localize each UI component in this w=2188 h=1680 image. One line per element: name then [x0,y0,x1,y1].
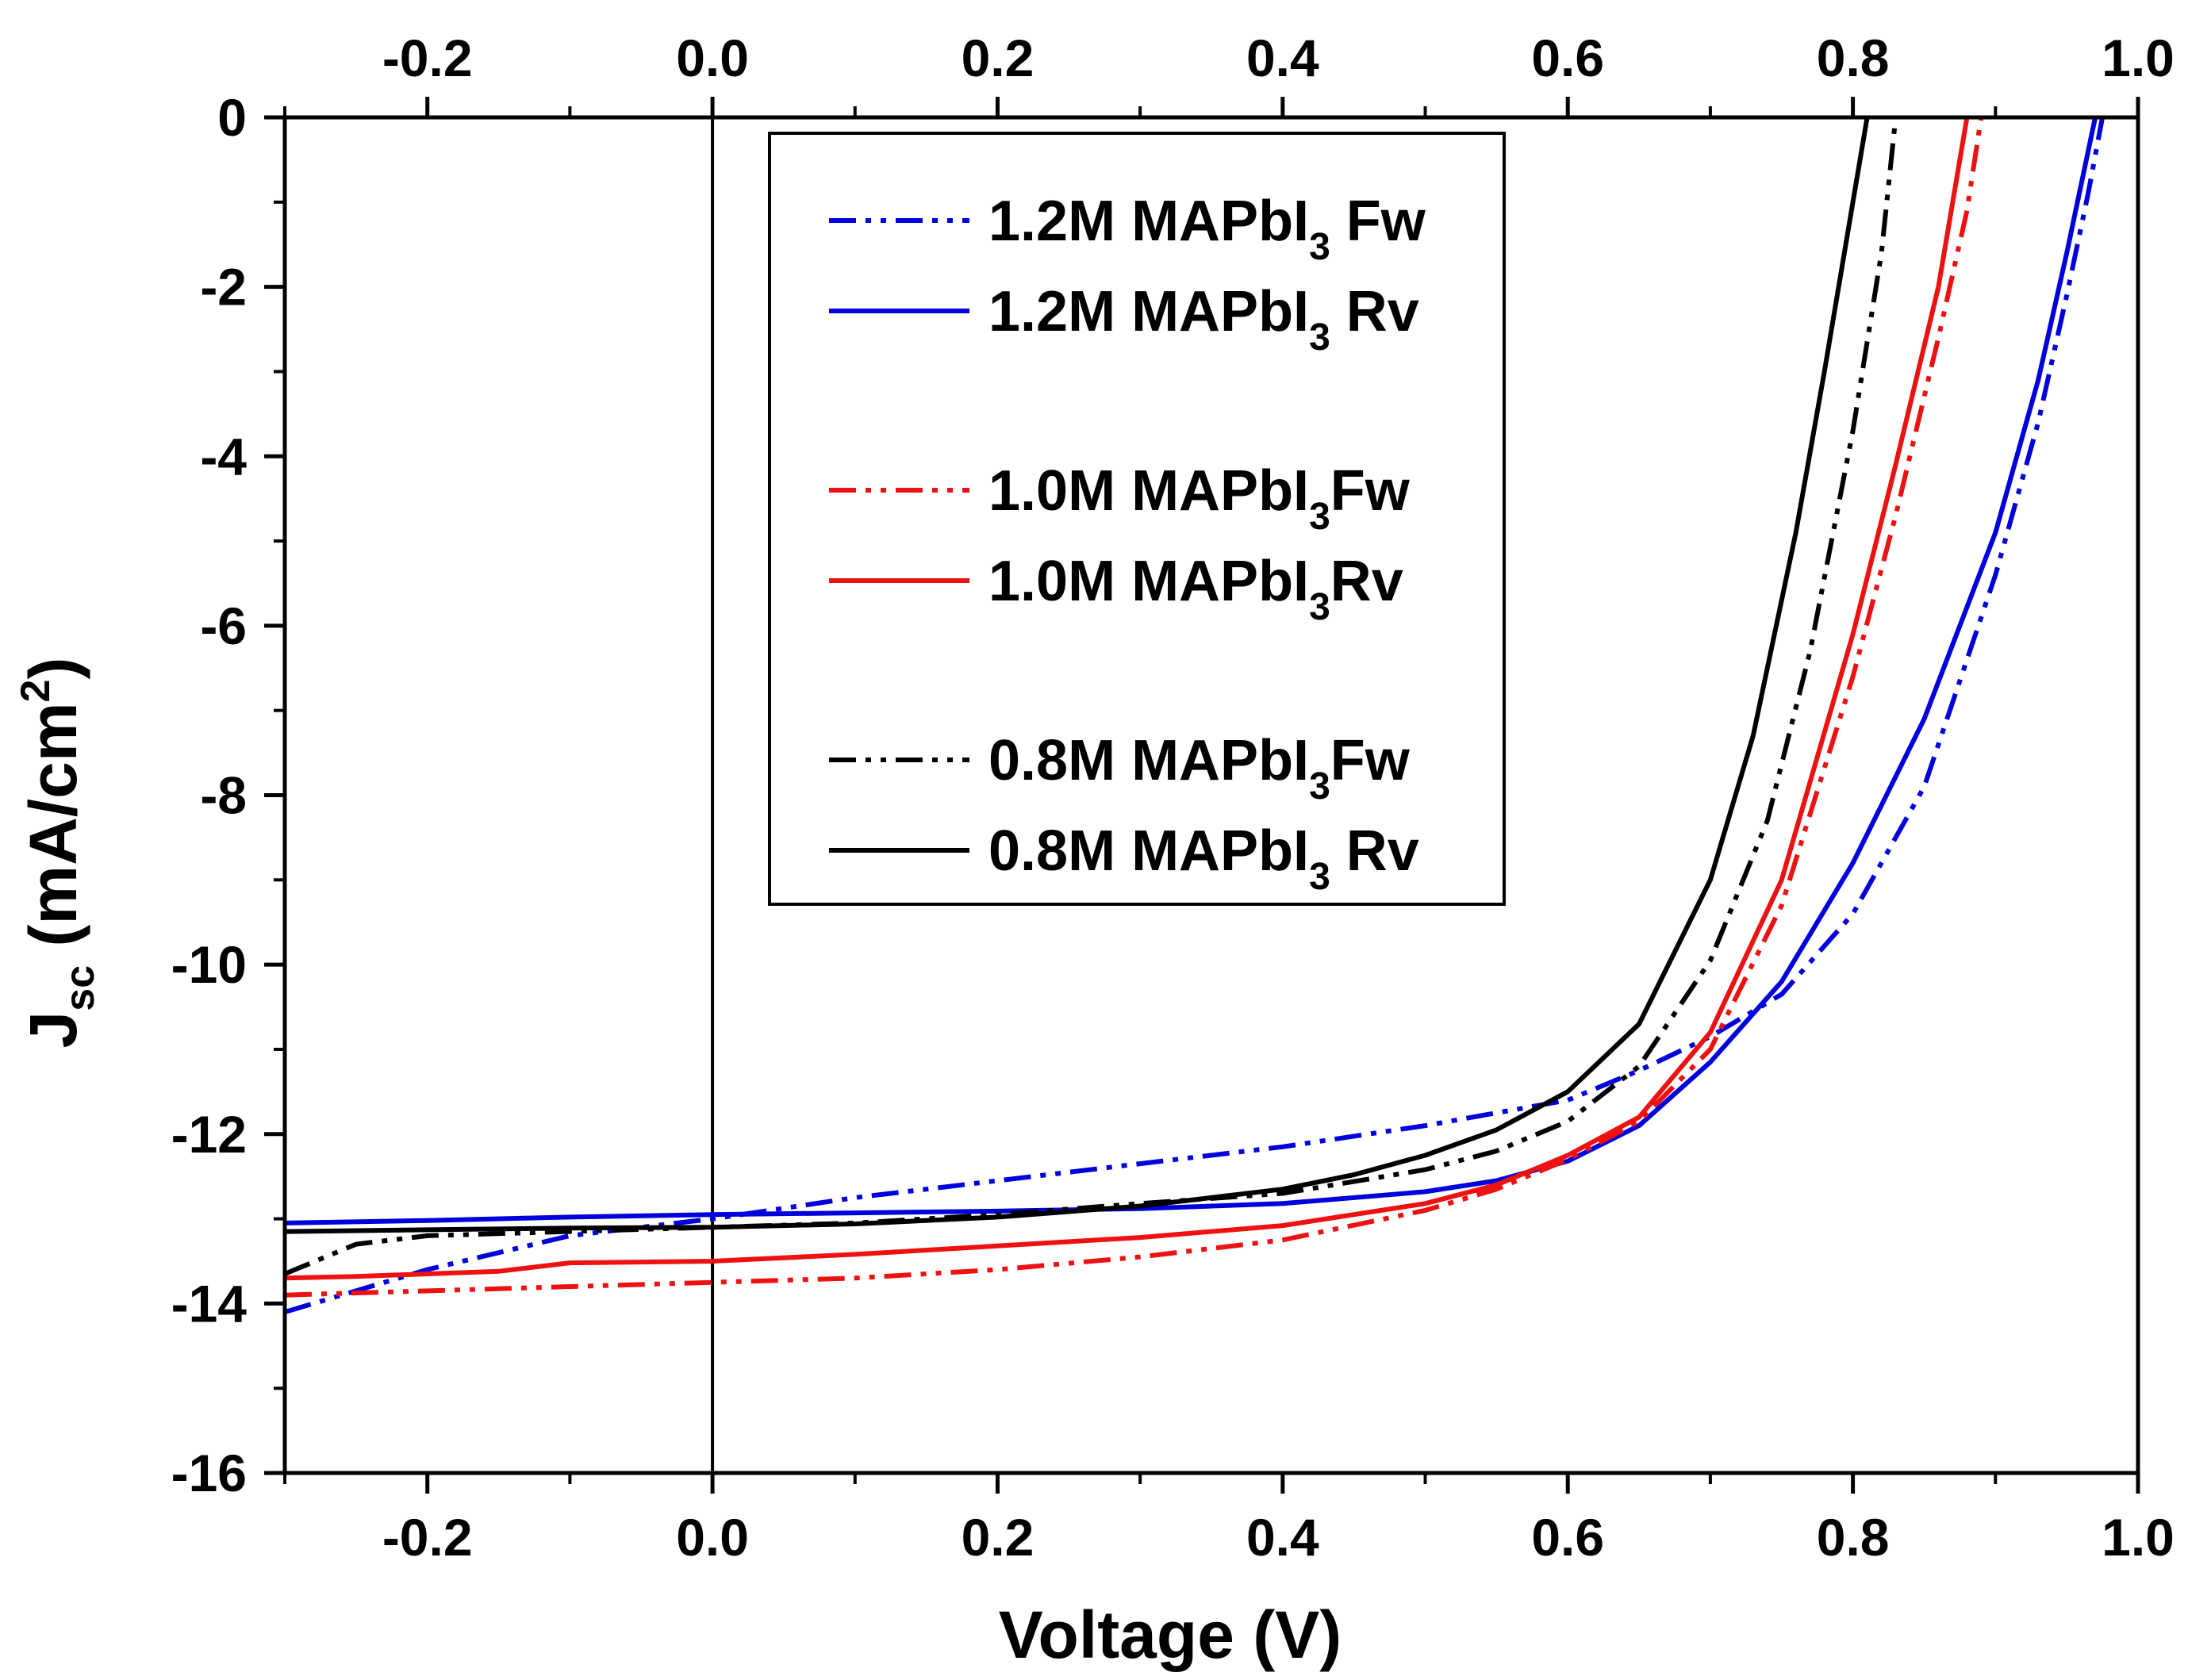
legend-label-s10fw: 1.0M MAPbI3Fw [988,459,1411,538]
y-tick-label: 0 [217,88,247,147]
y-tick-label: -6 [200,596,247,655]
x-tick-label: 1.0 [2102,1508,2175,1567]
y-axis-title-close: ) [16,658,90,680]
series-line-s08rv [285,117,1870,1234]
legend: 1.2M MAPbI3 Fw1.2M MAPbI3 Rv1.0M MAPbI3F… [768,132,1506,906]
legend-label-s12fw: 1.2M MAPbI3 Fw [988,190,1426,268]
legend-label-text: 1.0M MAPbI [988,459,1309,523]
y-tick-label: -10 [171,935,247,994]
top-x-tick-label: 0.6 [1531,29,1604,87]
y-tick-label: -2 [200,258,247,316]
series-layer [285,117,2105,1314]
legend-label-suffix: Rv [1330,550,1403,613]
y-axis-title: Jsc (mA/cm2) [13,658,103,1049]
x-tick-label: 0.4 [1246,1508,1319,1567]
legend-label-suffix: Fw [1330,190,1426,253]
legend-label-s10rv: 1.0M MAPbI3Rv [988,550,1403,628]
legend-label-suffix: Rv [1330,819,1419,883]
y-axis-title-subscript: sc [57,965,103,1011]
top-x-tick-label: 0.2 [962,29,1035,87]
top-x-axis: -0.2 0.0 0.2 0.4 0.6 0.8 1.0 [283,29,2175,117]
top-x-tick-label: 0.4 [1246,29,1319,87]
y-tick-label: -4 [200,427,247,485]
left-y-axis: 0 -2 -4 -6 -8 -10 -12 -14 -16 [171,88,285,1502]
y-tick-label: -14 [171,1274,248,1333]
legend-label-suffix: Rv [1330,280,1419,343]
top-x-tick-label: 0.0 [676,29,749,87]
x-tick-label: 0.8 [1817,1508,1890,1567]
legend-label-subscript: 3 [1309,856,1330,898]
legend-label-text: 1.2M MAPbI [988,280,1309,343]
top-x-tick-label: 0.8 [1817,29,1890,87]
legend-label-subscript: 3 [1309,586,1330,628]
series-line-s12fw [285,117,2105,1314]
x-tick-label: -0.2 [382,1508,473,1567]
legend-label-subscript: 3 [1309,765,1330,807]
x-tick-label: 0.2 [962,1508,1035,1567]
legend-label-text: 0.8M MAPbI [988,819,1309,883]
series-line-s10rv [285,117,1970,1281]
y-axis-title-unit: (mA/cm [16,702,90,965]
y-tick-label: -16 [171,1444,247,1502]
legend-label-suffix: Fw [1330,459,1411,523]
x-tick-label: 0.6 [1531,1508,1604,1567]
legend-box [768,132,1506,906]
y-tick-label: -12 [171,1105,247,1164]
series-line-s08fw [285,117,1898,1276]
x-tick-label: 0.0 [676,1508,749,1567]
legend-label-text: 1.0M MAPbI [988,550,1309,613]
top-x-tick-label: -0.2 [382,29,473,87]
legend-label-text: 1.2M MAPbI [988,190,1309,253]
legend-label-subscript: 3 [1309,226,1330,268]
legend-label-suffix: Fw [1330,729,1411,792]
legend-label-subscript: 3 [1309,496,1330,538]
bottom-x-axis: -0.2 0.0 0.2 0.4 0.6 0.8 1.0 [283,1473,2175,1567]
y-axis-title-main: J [16,1011,90,1049]
legend-label-subscript: 3 [1309,316,1330,359]
top-x-tick-label: 1.0 [2102,29,2175,87]
legend-label-s08fw: 0.8M MAPbI3Fw [988,729,1411,807]
legend-label-s08rv: 0.8M MAPbI3 Rv [988,819,1419,898]
x-axis-title: Voltage (V) [999,1598,1342,1672]
y-tick-label: -8 [200,766,247,825]
y-axis-title-superscript: 2 [13,680,59,703]
legend-label-text: 0.8M MAPbI [988,729,1309,792]
series-line-s10fw [285,117,1984,1298]
legend-label-s12rv: 1.2M MAPbI3 Rv [988,280,1419,359]
